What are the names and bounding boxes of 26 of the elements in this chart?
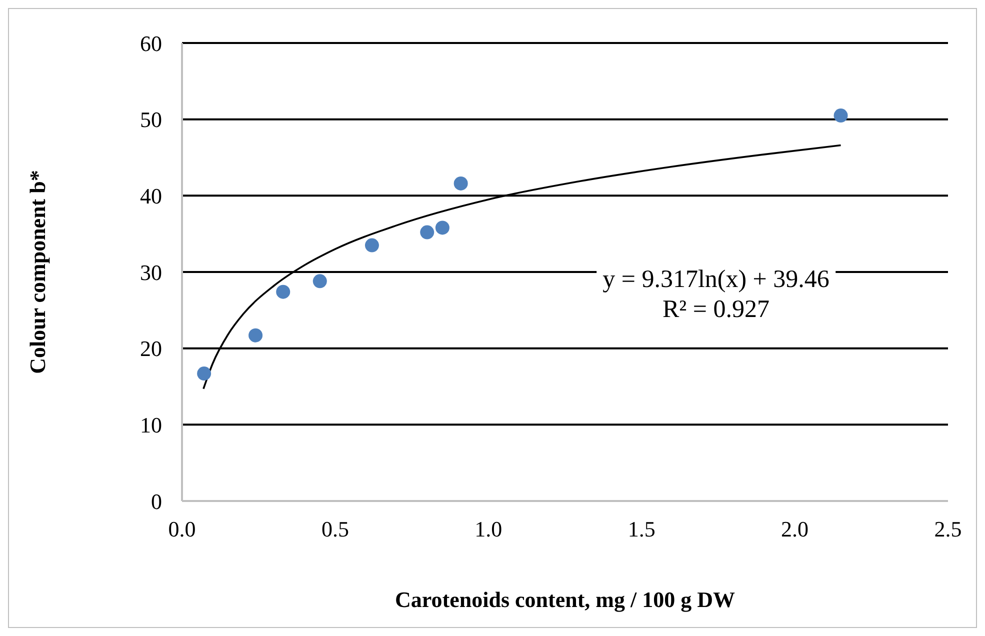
x-tick-label: 2.0 bbox=[781, 516, 809, 542]
point bbox=[364, 238, 379, 252]
point bbox=[248, 328, 263, 342]
x-tick-label: 0.0 bbox=[168, 516, 196, 542]
point bbox=[420, 225, 434, 240]
y-tick-label: 0 bbox=[151, 488, 162, 514]
point bbox=[435, 220, 450, 235]
point bbox=[276, 284, 290, 299]
y-axis-title: Colour component b* bbox=[24, 170, 50, 374]
point bbox=[454, 176, 468, 190]
point bbox=[834, 108, 848, 123]
x-tick-label: 1.0 bbox=[474, 516, 502, 542]
x-tick-label: 1.5 bbox=[628, 516, 656, 542]
y-tick-label: 20 bbox=[140, 336, 162, 362]
x-axis-title: Carotenoids content, mg / 100 g DW bbox=[395, 587, 735, 612]
y-tick-label: 60 bbox=[140, 30, 162, 56]
x-tick-label: 0.5 bbox=[321, 516, 349, 542]
annotation: y = 9.317ln(x) + 39.46 bbox=[602, 265, 830, 295]
point bbox=[197, 366, 212, 381]
y-tick-label: 30 bbox=[140, 260, 162, 285]
y-tick-label: 50 bbox=[140, 107, 162, 132]
y-tick-label: 10 bbox=[140, 412, 162, 438]
x-tick-label: 2.5 bbox=[934, 516, 962, 542]
y-tick-label: 40 bbox=[140, 183, 162, 208]
point bbox=[312, 274, 327, 288]
annotation: R² = 0.927 bbox=[661, 295, 770, 325]
